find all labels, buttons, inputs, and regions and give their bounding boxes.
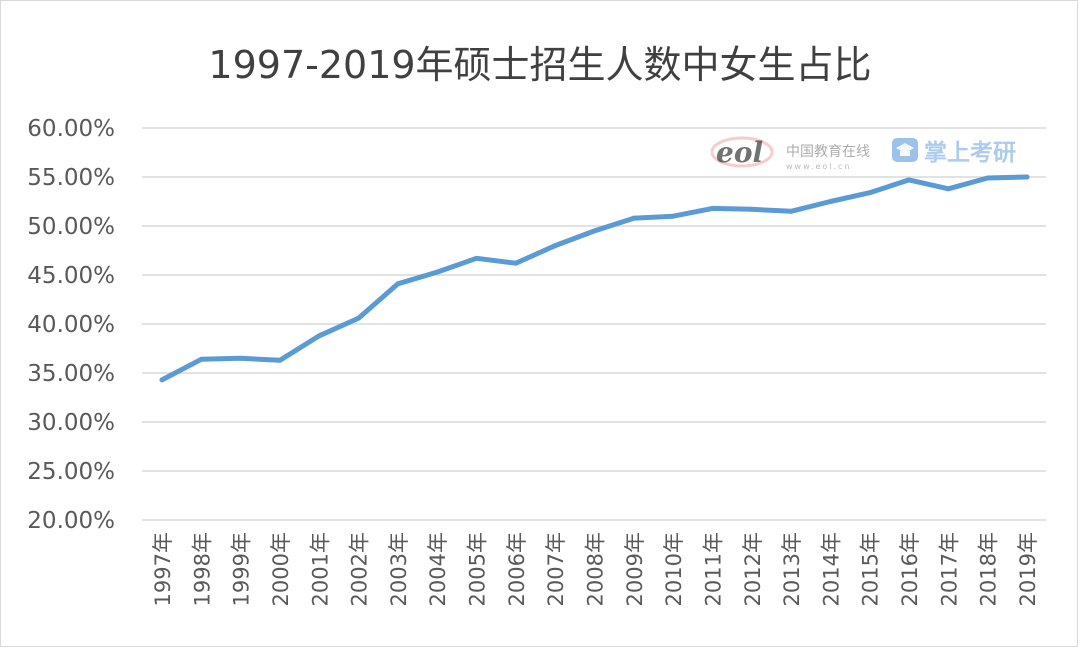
x-tick-label: 2006年 — [505, 532, 529, 606]
data-point — [945, 186, 951, 192]
y-tick-label: 55.00% — [27, 165, 115, 191]
data-point — [985, 175, 991, 181]
watermark-site-name: 中国教育在线 — [786, 144, 870, 160]
data-point — [749, 206, 755, 212]
y-tick-label: 50.00% — [27, 214, 115, 240]
data-point — [474, 255, 479, 261]
watermark: eol 中国教育在线 www.eol.cn 掌上考研 — [710, 136, 1016, 171]
y-tick-label: 30.00% — [27, 410, 115, 436]
graduation-cap-icon — [892, 138, 918, 162]
x-tick-label: 2010年 — [662, 532, 686, 606]
x-tick-label: 2004年 — [426, 532, 450, 606]
x-tick-label: 2014年 — [819, 532, 843, 606]
chart-title: 1997-2019年硕士招生人数中女生占比 — [208, 43, 872, 87]
data-point — [395, 281, 401, 287]
data-point — [1024, 174, 1030, 180]
x-tick-label: 2008年 — [584, 532, 608, 606]
x-axis-ticks: 1997年 1998年 1999年 2000年 2001年 2002年 2003年 2004年… — [151, 532, 1040, 606]
watermark-site-url: www.eol.cn — [786, 162, 852, 171]
x-tick-label: 2019年 — [1016, 532, 1040, 606]
x-tick-label: 2005年 — [466, 532, 490, 606]
data-point — [316, 333, 322, 339]
data-point — [906, 177, 912, 183]
x-tick-label: 2018年 — [977, 532, 1001, 606]
x-tick-label: 2009年 — [623, 532, 647, 606]
series-layer — [159, 174, 1030, 383]
y-axis-ticks: 20.00% 25.00% 30.00% 35.00% 40.00% 45.00% 50.0… — [27, 116, 115, 534]
x-tick-label: 2013年 — [780, 532, 804, 606]
x-tick-label: 2002年 — [348, 532, 372, 606]
data-point — [356, 315, 361, 321]
data-point — [513, 260, 519, 266]
eol-logo: eol — [710, 136, 774, 169]
x-tick-label: 2017年 — [937, 532, 961, 606]
x-tick-label: 2012年 — [741, 532, 765, 606]
x-tick-label: 1998年 — [190, 532, 214, 606]
data-point — [670, 213, 676, 219]
x-tick-label: 2000年 — [269, 532, 293, 606]
data-point — [867, 190, 873, 196]
data-point — [238, 355, 244, 361]
y-tick-label: 25.00% — [27, 459, 115, 485]
data-point — [710, 205, 715, 211]
x-tick-label: 1997年 — [151, 532, 175, 606]
x-tick-label: 2003年 — [387, 532, 411, 606]
eol-logo-text: eol — [716, 136, 763, 169]
y-tick-label: 40.00% — [27, 312, 115, 338]
data-point — [198, 356, 204, 362]
data-point — [552, 243, 558, 249]
x-tick-label: 2001年 — [308, 532, 332, 606]
y-tick-label: 45.00% — [27, 263, 115, 289]
y-tick-label: 20.00% — [27, 508, 115, 534]
y-tick-label: 60.00% — [27, 116, 115, 142]
x-tick-label: 2015年 — [859, 532, 883, 606]
data-point — [159, 377, 165, 383]
x-tick-label: 2011年 — [701, 532, 725, 606]
data-point — [434, 269, 440, 275]
y-tick-label: 35.00% — [27, 361, 115, 387]
data-point — [592, 228, 597, 234]
series-line — [159, 174, 1030, 383]
data-point — [788, 208, 794, 214]
x-tick-label: 1999年 — [230, 532, 254, 606]
x-tick-label: 2016年 — [898, 532, 922, 606]
grid-lines — [142, 127, 1046, 521]
data-point — [828, 199, 833, 204]
data-point — [277, 357, 283, 363]
watermark-app-name: 掌上考研 — [924, 140, 1016, 166]
data-point — [631, 215, 637, 221]
x-tick-label: 2007年 — [544, 532, 568, 606]
